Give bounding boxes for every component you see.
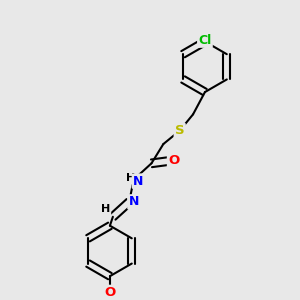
Text: N: N [133,175,143,188]
Text: H: H [126,173,135,183]
Text: S: S [175,124,184,137]
Text: O: O [104,286,116,299]
Text: Cl: Cl [198,34,212,46]
Text: O: O [168,154,179,167]
Text: N: N [128,195,139,208]
Text: H: H [101,204,110,214]
